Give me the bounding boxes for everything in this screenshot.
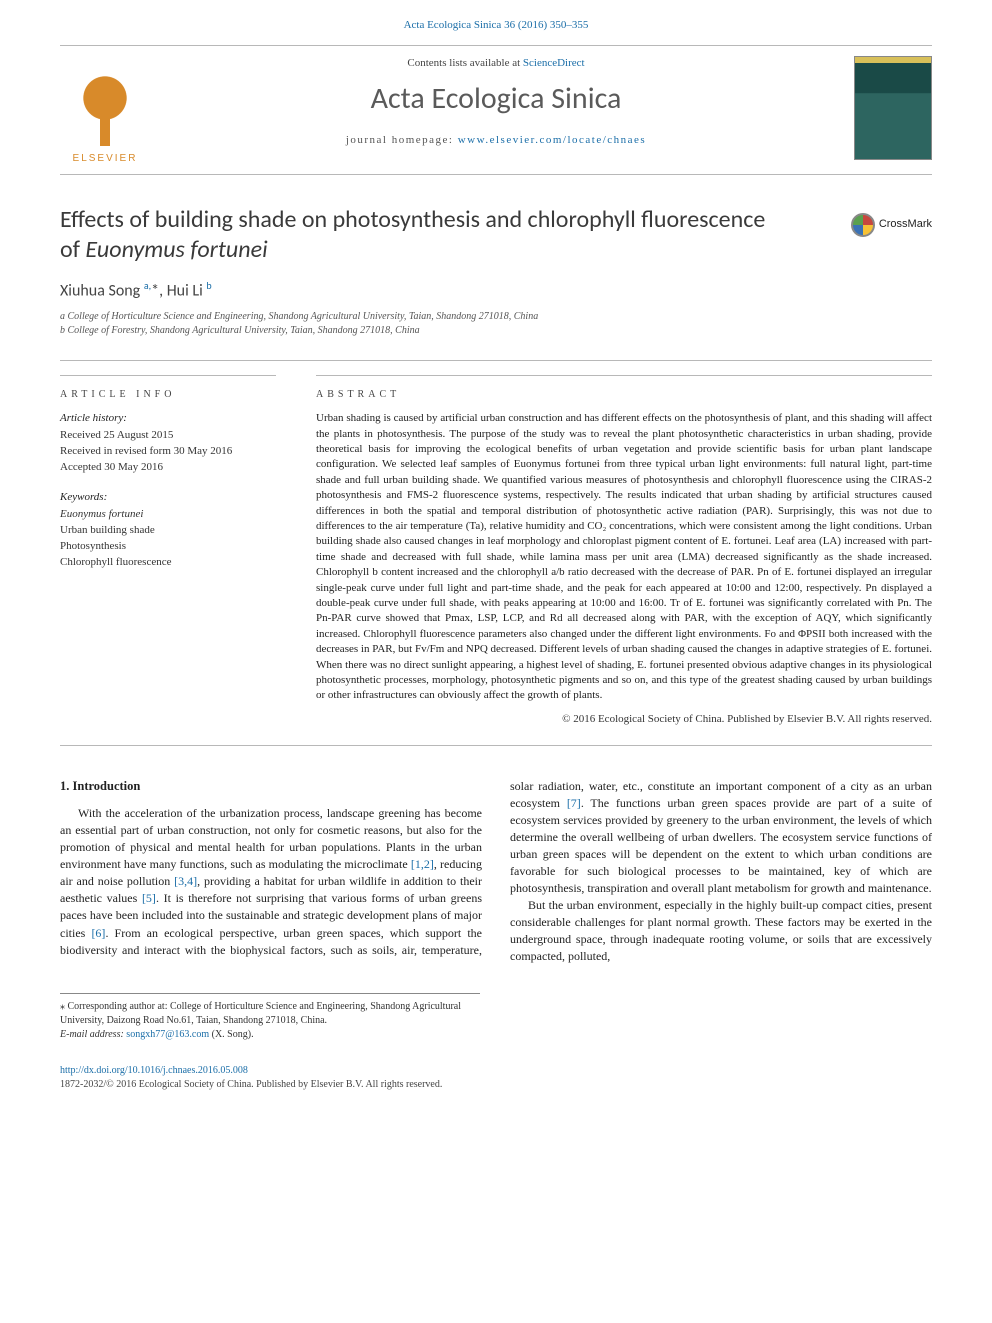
affiliation-a: a College of Horticulture Science and En… [60,310,932,324]
keywords-head: Keywords: [60,490,276,505]
article-title: Effects of building shade on photosynthe… [60,205,932,265]
doi-link[interactable]: http://dx.doi.org/10.1016/j.chnaes.2016.… [60,1065,248,1076]
crossmark-icon [851,213,875,237]
corr-email-link[interactable]: songxh77@163.com [126,1029,209,1040]
title-line-1: Effects of building shade on photosynthe… [60,205,765,234]
email-label: E-mail address: [60,1029,126,1040]
abstract-label: ABSTRACT [316,388,932,402]
citation-link[interactable]: [7] [567,796,581,810]
title-line-2: of [60,235,85,264]
journal-title: Acta Ecologica Sinica [60,79,932,120]
article-info-block: ARTICLE INFO Article history: Received 2… [60,375,276,727]
citation-link[interactable]: [1,2] [411,857,434,871]
abstract-copyright: © 2016 Ecological Society of China. Publ… [316,712,932,727]
issn-copyright: 1872-2032/© 2016 Ecological Society of C… [60,1079,442,1090]
citation-link[interactable]: [6] [91,926,105,940]
citation-banner[interactable]: Acta Ecologica Sinica 36 (2016) 350–355 [0,0,992,37]
citation-link[interactable]: [5] [142,891,156,905]
elsevier-wordmark: ELSEVIER [73,152,138,166]
history-head: Article history: [60,411,276,426]
keyword: Photosynthesis [60,539,276,555]
corresponding-author-note: ⁎ Corresponding author at: College of Ho… [60,993,480,1042]
elsevier-tree-icon [70,68,140,148]
keyword: Urban building shade [60,523,276,539]
author-list: Xiuhua Song a,*, Hui Li b [60,279,932,302]
elsevier-logo[interactable]: ELSEVIER [60,56,150,166]
abstract-text: Urban shading is caused by artificial ur… [316,411,932,703]
homepage-prefix: journal homepage: [346,134,458,146]
sciencedirect-link[interactable]: ScienceDirect [523,57,585,69]
page-footer: http://dx.doi.org/10.1016/j.chnaes.2016.… [60,1064,932,1092]
contents-prefix: Contents lists available at [407,57,522,69]
keyword: Euonymus fortunei [60,507,276,523]
article-info-label: ARTICLE INFO [60,388,276,402]
received-date: Received 25 August 2015 [60,428,276,444]
keyword: Chlorophyll fluorescence [60,555,276,571]
title-species: Euonymus fortunei [85,235,267,264]
abstract-block: ABSTRACT Urban shading is caused by arti… [316,375,932,727]
contents-line: Contents lists available at ScienceDirec… [60,56,932,71]
article-front-matter: Effects of building shade on photosynthe… [60,205,932,746]
homepage-link[interactable]: www.elsevier.com/locate/chnaes [458,134,646,146]
email-suffix: (X. Song). [209,1029,253,1040]
text-run: . The functions urban green spaces provi… [510,796,932,895]
citation-link[interactable]: [3,4] [174,874,197,888]
journal-header: ELSEVIER Contents lists available at Sci… [60,45,932,175]
homepage-line: journal homepage: www.elsevier.com/locat… [60,133,932,148]
cover-strip [855,57,931,63]
corr-email-line: E-mail address: songxh77@163.com (X. Son… [60,1028,480,1042]
section-heading: 1. Introduction [60,778,482,796]
corr-address: ⁎ Corresponding author at: College of Ho… [60,1000,480,1028]
crossmark-badge[interactable]: CrossMark [851,213,932,237]
journal-cover-thumbnail[interactable] [854,56,932,160]
article-body: 1. Introduction With the acceleration of… [60,778,932,965]
affiliation-b: b College of Forestry, Shandong Agricult… [60,324,932,338]
crossmark-label: CrossMark [879,217,932,232]
accepted-date: Accepted 30 May 2016 [60,460,276,476]
revised-date: Received in revised form 30 May 2016 [60,444,276,460]
paragraph: But the urban environment, especially in… [510,897,932,965]
info-abstract-row: ARTICLE INFO Article history: Received 2… [60,360,932,746]
